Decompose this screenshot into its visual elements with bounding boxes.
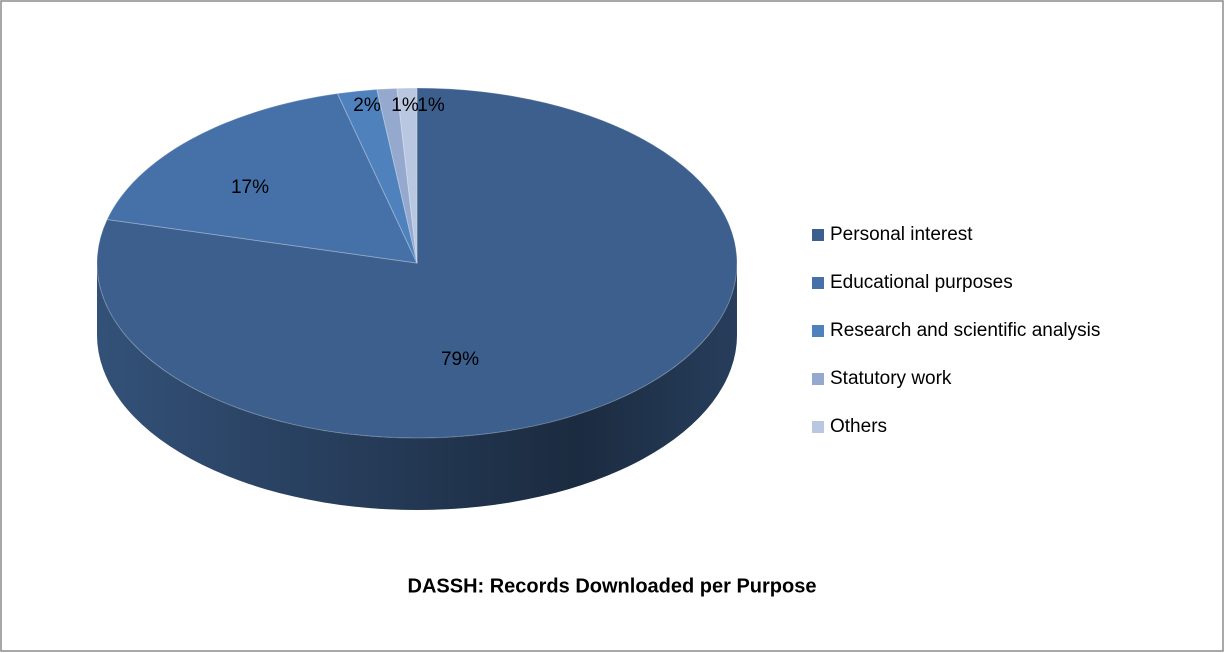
legend-swatch [812,325,824,337]
legend-swatch [812,277,824,289]
legend-swatch [812,373,824,385]
legend-label: Educational purposes [830,272,1013,293]
labels: 79% Personal interest 17% Educational purpo… [231,95,1100,437]
legend-label: Others [830,416,887,437]
legend-swatch [812,229,824,241]
chart-title: DASSH: Records Downloaded per Purpose [408,575,817,597]
data-label: 17% [231,177,269,198]
legend-swatch [812,421,824,433]
data-label: 1% [417,95,445,116]
pie-side-shade [97,263,737,510]
legend-label: Research and scientific analysis [830,320,1100,341]
pie-slice [106,92,418,264]
legend-label: Personal interest [830,224,973,245]
data-label: 2% [353,95,381,116]
legend-label: Statutory work [830,368,952,389]
pie-slice [376,87,418,264]
data-label: 1% [391,95,419,116]
data-label: 79% [441,349,479,370]
pie-slice [396,87,418,264]
pie-sides [97,263,737,510]
pie-slice [96,87,738,439]
pie-slice [336,88,418,264]
pie-tops [96,87,738,439]
